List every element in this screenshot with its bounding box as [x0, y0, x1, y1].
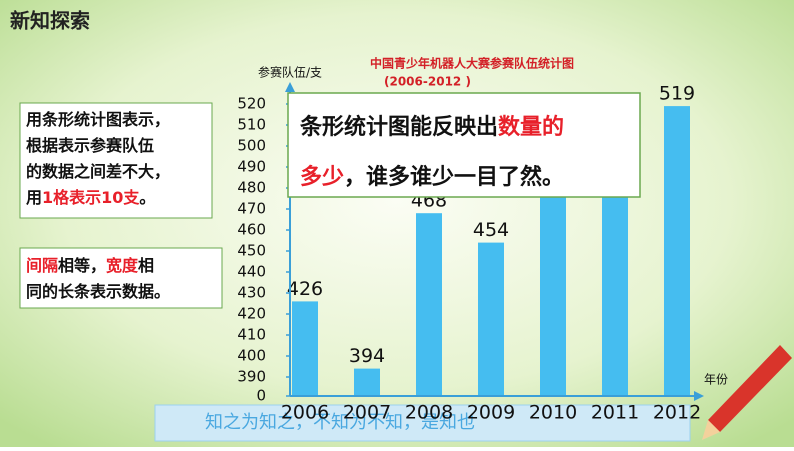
pencil-body: [708, 345, 792, 432]
y-axis-arrow: [285, 82, 295, 92]
text-line: 用1格表示10支。: [26, 188, 155, 207]
y-tick-label: 440: [237, 263, 266, 281]
x-tick-label: 2007: [343, 402, 391, 424]
y-tick-label: 0: [256, 387, 266, 405]
value-label: 454: [473, 219, 509, 241]
y-tick-label: 460: [237, 221, 266, 239]
text-segment: 同的长条表示数据。: [26, 282, 170, 301]
pencil: [702, 345, 792, 440]
bar: [478, 242, 504, 396]
note-box: [19, 102, 213, 219]
y-tick-label: 470: [237, 200, 266, 218]
text-line: 多少，谁多谁少一目了然。: [300, 164, 564, 190]
text-line: 间隔相等，宽度相: [26, 256, 154, 275]
y-tick-label: 420: [237, 305, 266, 323]
x-tick-label: 2010: [529, 402, 577, 424]
callout-box: [287, 92, 641, 198]
chart-title: 中国青少年机器人大赛参赛队伍统计图: [370, 56, 574, 71]
x-tick-label: 2012: [653, 402, 701, 424]
x-tick-label: 2008: [405, 402, 453, 424]
bar: [292, 301, 318, 396]
chart-subtitle: (2006-2012 ): [384, 75, 471, 89]
y-tick-label: 510: [237, 116, 266, 134]
y-tick-label: 520: [237, 95, 266, 113]
text-line: 同的长条表示数据。: [26, 282, 170, 301]
bar: [664, 106, 690, 396]
y-tick-label: 500: [237, 137, 266, 155]
y-tick-label: 410: [237, 326, 266, 344]
text-segment: 相: [138, 256, 154, 275]
y-tick-label: 490: [237, 158, 266, 176]
x-tick-label: 2009: [467, 402, 515, 424]
banner: [154, 404, 691, 442]
banner-text: 知之为知之，不知为不知，是知也: [205, 412, 475, 433]
y-axis-label: 参赛队伍/支: [258, 65, 322, 80]
bar: [354, 368, 380, 396]
bar: [416, 213, 442, 396]
text-segment: 数量的: [498, 114, 564, 140]
x-tick-label: 2011: [591, 402, 639, 424]
y-tick-label: 480: [237, 179, 266, 197]
x-tick-label: 2006: [281, 402, 329, 424]
text-line: 用条形统计图表示，: [26, 110, 170, 129]
y-tick-label: 400: [237, 347, 266, 365]
text-segment: 。: [139, 188, 155, 207]
text-segment: 宽度: [106, 256, 139, 275]
value-label: 426: [287, 278, 323, 300]
text-line: 的数据之间差不大，: [26, 162, 170, 181]
pencil-tip: [702, 420, 720, 440]
text-segment: 用条形统计图表示，: [26, 110, 170, 129]
x-axis-arrow: [694, 391, 704, 401]
text-segment: 用: [26, 188, 42, 207]
text-segment: 1格表示10支: [42, 188, 140, 207]
text-segment: 根据表示参赛队伍: [26, 136, 154, 155]
value-label: 394: [349, 345, 385, 367]
x-axis-label: 年份: [704, 373, 728, 387]
text-segment: 条形统计图能反映出: [299, 114, 498, 140]
slide-title: 新知探索: [10, 9, 90, 33]
text-segment: 间隔: [26, 256, 58, 275]
value-label: 519: [659, 83, 695, 105]
y-tick-label: 390: [237, 368, 266, 386]
text-segment: 多少: [300, 164, 344, 190]
y-tick-label: 450: [237, 242, 266, 260]
text-segment: 相等，: [58, 256, 106, 275]
text-line: 条形统计图能反映出数量的: [299, 114, 564, 140]
note-box: [19, 247, 223, 309]
text-segment: ，谁多谁少一目了然。: [344, 164, 564, 190]
y-tick-label: 430: [237, 284, 266, 302]
text-line: 根据表示参赛队伍: [26, 136, 154, 155]
text-segment: 的数据之间差不大，: [26, 162, 170, 181]
